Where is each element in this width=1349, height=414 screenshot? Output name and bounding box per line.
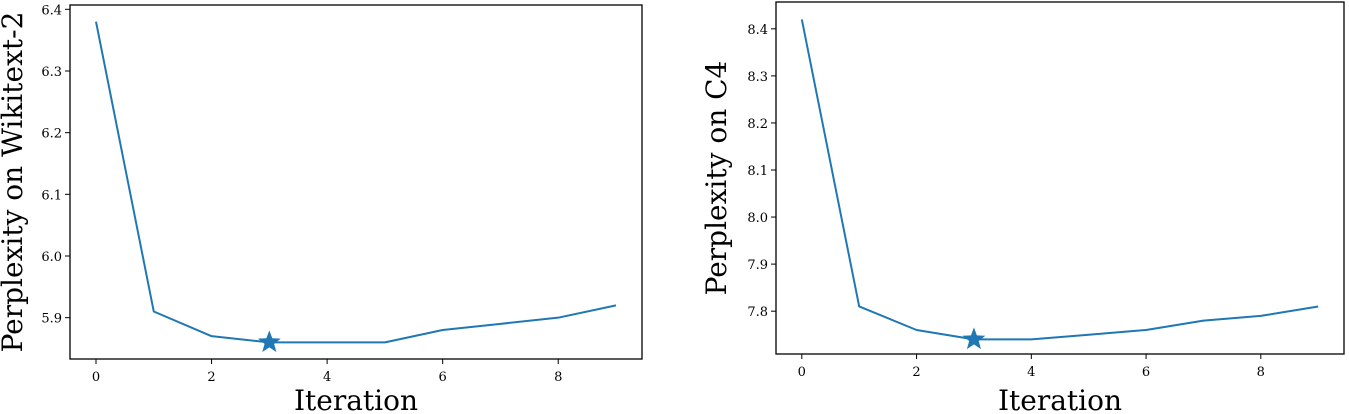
plot-frame [775, 1, 1345, 355]
x-axis-label: Iteration [294, 384, 418, 414]
x-axis: 0 2 4 6 8 [798, 354, 1265, 380]
x-tick-label: 4 [323, 370, 331, 385]
x-tick-label: 2 [912, 365, 920, 380]
star-marker-icon [257, 330, 281, 353]
series-line [800, 19, 1319, 341]
x-tick-label: 0 [798, 365, 806, 380]
y-tick-label: 6.3 [41, 65, 62, 80]
x-tick-label: 8 [1257, 365, 1265, 380]
chart-svg: 7.8 7.9 8.0 8.1 8.2 8.3 8.4 0 2 4 6 8 Iteration Perpl… [700, 1, 1345, 414]
chart-c4-perplexity: 7.8 7.9 8.0 8.1 8.2 8.3 8.4 0 2 4 6 8 Iteration Perpl… [674, 0, 1349, 414]
y-tick-label: 6.4 [41, 3, 62, 18]
y-tick-label: 8.0 [747, 211, 768, 226]
y-tick-label: 7.8 [747, 305, 768, 320]
x-tick-label: 2 [207, 370, 215, 385]
x-tick-label: 0 [92, 370, 100, 385]
x-tick-label: 4 [1027, 365, 1035, 380]
y-axis-label: Perplexity on Wikitext-2 [0, 12, 29, 353]
y-axis: 5.9 6.0 6.1 6.2 6.3 6.4 [41, 3, 70, 327]
star-marker-icon [962, 327, 986, 350]
series-line [95, 21, 617, 344]
chart-wikitext2-perplexity: 5.9 6.0 6.1 6.2 6.3 6.4 0 2 4 6 8 Iteration Perplexi… [0, 0, 674, 414]
x-tick-label: 6 [439, 370, 447, 385]
y-tick-label: 8.1 [747, 164, 768, 179]
y-axis-label: Perplexity on C4 [700, 61, 733, 296]
y-tick-label: 8.4 [747, 23, 768, 38]
y-tick-label: 6.0 [41, 250, 62, 265]
y-tick-label: 8.2 [747, 117, 768, 132]
y-tick-label: 6.2 [41, 127, 62, 142]
y-tick-label: 5.9 [41, 312, 62, 327]
y-tick-label: 8.3 [747, 70, 768, 85]
y-axis: 7.8 7.9 8.0 8.1 8.2 8.3 8.4 [747, 23, 776, 320]
plot-frame [69, 4, 643, 360]
y-tick-label: 6.1 [41, 188, 62, 203]
x-axis: 0 2 4 6 8 [92, 359, 562, 385]
x-tick-label: 6 [1142, 365, 1150, 380]
y-tick-label: 7.9 [747, 258, 768, 273]
x-tick-label: 8 [554, 370, 562, 385]
chart-svg: 5.9 6.0 6.1 6.2 6.3 6.4 0 2 4 6 8 Iteration Perplexi… [0, 3, 643, 414]
x-axis-label: Iteration [998, 384, 1122, 414]
